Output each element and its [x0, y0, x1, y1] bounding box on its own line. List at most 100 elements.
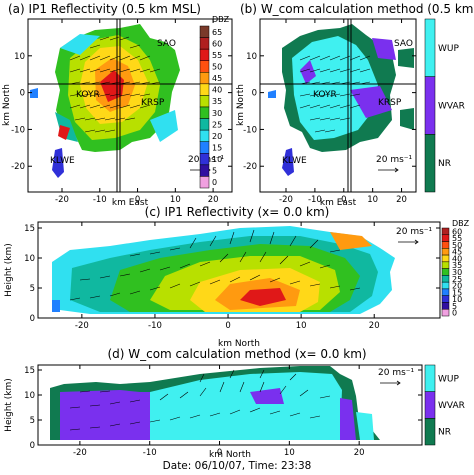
colorbar-swatch — [441, 241, 450, 249]
panel-b: (b) W_com calculation method (0.5 km MSL… — [236, 2, 474, 208]
panel-c-title: (c) IP1 Reflectivity (x= 0.0 km) — [145, 205, 330, 219]
panel-d-reference-vector: 20 ms⁻¹ — [378, 368, 415, 386]
panel-c: (c) IP1 Reflectivity (x= 0.0 km) 20 ms⁻¹… — [4, 205, 470, 349]
x-tick-label: -10 — [143, 448, 157, 458]
panel-b-xlabel: km East — [320, 198, 357, 208]
x-tick-label: 10 — [284, 448, 295, 458]
panel-c-reference-vector: 20 ms⁻¹ — [396, 227, 433, 245]
panel-b-vector-label: 20 ms⁻¹ — [376, 155, 413, 165]
colorbar-swatch — [441, 302, 450, 310]
colorbar-swatch — [441, 254, 450, 263]
panel-b-reference-vector: 20 ms⁻¹ — [376, 155, 413, 173]
category-label: WVAR — [438, 401, 465, 411]
y-tick-label: 10 — [24, 254, 35, 264]
x-tick-label: 0 — [225, 321, 230, 331]
panel-a: (a) IP1 Reflectivity (0.5 km MSL) SAO KO… — [2, 2, 233, 208]
y-tick-label: 0 — [30, 441, 35, 451]
colorbar-swatch — [199, 37, 210, 50]
y-tick-label: 10 — [246, 52, 257, 62]
panel-d-ticks: -20 -10 0 10 20 0 5 10 15 — [24, 365, 422, 458]
panel-c-vector-label: 20 ms⁻¹ — [396, 227, 433, 237]
colorbar-tick-label: 55 — [452, 234, 462, 243]
radar-label-klwe-b: KLWE — [282, 156, 307, 166]
y-tick-label: -20 — [243, 162, 257, 172]
colorbar-swatch — [199, 153, 210, 166]
panel-d-vectors — [69, 369, 331, 431]
colorbar-swatch — [441, 295, 450, 303]
colorbar-tick-label: 60 — [452, 227, 462, 236]
colorbar-swatch — [199, 60, 210, 73]
colorbar-tick-label: 10 — [212, 155, 222, 164]
x-tick-label: -20 — [279, 195, 293, 205]
category-label: WUP — [438, 374, 459, 384]
y-tick-label: 15 — [24, 366, 35, 376]
radar-label-sao-b: SAO — [394, 39, 413, 49]
y-tick-label: 5 — [30, 416, 35, 426]
colorbar-swatch — [199, 25, 210, 38]
colorbar-swatch — [441, 281, 450, 290]
y-tick-label: -10 — [243, 125, 257, 135]
panel-b-ylabel: km North — [236, 84, 246, 126]
y-tick-label: 15 — [24, 224, 35, 234]
panel-c-vectors — [69, 229, 361, 301]
category-swatch — [424, 76, 436, 135]
x-tick-label: 10 — [170, 195, 181, 205]
panel-c-ylabel: Height (km) — [4, 243, 14, 297]
x-tick-label: 20 — [354, 448, 365, 458]
category-swatch — [424, 418, 436, 446]
panel-d-vector-label: 20 ms⁻¹ — [378, 368, 415, 378]
panel-a-radar-labels: SAO KOYR KRSP KLWE — [50, 39, 176, 166]
y-tick-label: -10 — [11, 125, 25, 135]
x-tick-label: 10 — [296, 321, 307, 331]
colorbar-swatch — [199, 106, 210, 119]
panel-b-category-legend: WUP WVAR NR — [424, 18, 465, 193]
colorbar-swatch — [199, 129, 210, 142]
x-tick-label: 20 — [208, 195, 219, 205]
y-tick-label: -20 — [11, 162, 25, 172]
colorbar-tick-label: 10 — [452, 295, 462, 304]
panel-b-title: (b) W_com calculation method (0.5 km MSL… — [240, 2, 474, 16]
radar-label-krsp: KRSP — [141, 98, 165, 108]
colorbar-tick-label: 30 — [212, 109, 222, 118]
panel-c-frame — [37, 221, 441, 319]
colorbar-tick-label: 45 — [452, 248, 462, 257]
colorbar-tick-label: 35 — [212, 97, 222, 106]
colorbar-tick-label: 30 — [452, 268, 462, 277]
colorbar-swatch — [199, 118, 210, 131]
category-label: WVAR — [438, 102, 465, 112]
x-tick-label: 0 — [135, 195, 140, 205]
y-tick-label: 0 — [20, 89, 25, 99]
colorbar-swatch — [441, 288, 450, 296]
panel-d: (d) W_com calculation method (x= 0.0 km)… — [4, 347, 465, 460]
x-tick-label: -10 — [93, 195, 107, 205]
colorbar-swatch — [441, 268, 450, 276]
x-tick-label: -20 — [75, 321, 89, 331]
colorbar-tick-label: 25 — [212, 120, 222, 129]
colorbar-tick-label: 65 — [212, 28, 222, 37]
category-label: NR — [438, 428, 451, 438]
colorbar-swatch — [199, 95, 210, 108]
panel-d-method-field — [50, 366, 380, 440]
colorbar-swatch — [441, 261, 450, 269]
colorbar-tick-label: 50 — [212, 63, 222, 72]
panel-a-xlabel: km East — [112, 198, 149, 208]
category-swatch — [424, 391, 436, 419]
colorbar-swatch — [441, 308, 450, 317]
x-tick-label: -10 — [148, 321, 162, 331]
colorbar-swatch — [199, 176, 210, 189]
x-tick-label: -10 — [308, 195, 322, 205]
colorbar-tick-label: 20 — [212, 132, 222, 141]
colorbar-tick-label: 60 — [212, 39, 222, 48]
category-swatch — [424, 364, 436, 392]
colorbar-swatch — [199, 72, 210, 85]
panel-c-ticks: -20 -10 0 10 20 0 5 10 15 — [24, 222, 440, 331]
colorbar-title: DBZ — [452, 219, 470, 228]
colorbar-tick-label: 35 — [452, 261, 462, 270]
panel-d-ylabel: Height (km) — [4, 378, 14, 432]
panel-a-vectors — [69, 36, 161, 133]
panel-c-reflectivity-field — [52, 226, 395, 314]
colorbar-title: DBZ — [212, 15, 230, 24]
panel-d-category-legend: WUP WVAR NR — [424, 364, 465, 446]
